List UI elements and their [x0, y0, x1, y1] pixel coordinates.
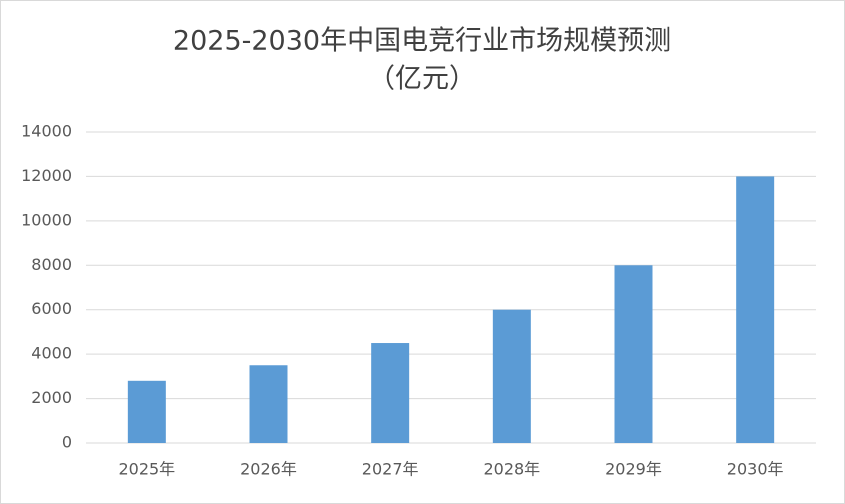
y-tick-label: 6000 — [31, 299, 72, 318]
y-tick-label: 0 — [62, 433, 72, 452]
y-tick-label: 12000 — [21, 166, 72, 185]
bar — [614, 265, 653, 443]
x-tick-label: 2026年 — [240, 460, 297, 479]
x-tick-label: 2028年 — [483, 460, 540, 479]
bar — [127, 380, 166, 443]
x-tick-label: 2030年 — [727, 460, 784, 479]
bar — [736, 176, 775, 443]
x-tick-label: 2025年 — [118, 460, 175, 479]
bar — [249, 365, 288, 443]
y-tick-label: 4000 — [31, 344, 72, 363]
x-tick-label: 2027年 — [362, 460, 419, 479]
x-tick-label: 2029年 — [605, 460, 662, 479]
chart-subtitle: （亿元） — [368, 64, 476, 95]
chart-title: 2025-2030年中国电竞行业市场规模预测 — [173, 26, 671, 57]
bar — [492, 309, 531, 443]
y-tick-label: 14000 — [21, 122, 72, 141]
y-tick-label: 8000 — [31, 255, 72, 274]
y-tick-label: 10000 — [21, 210, 72, 229]
y-tick-label: 2000 — [31, 388, 72, 407]
bar — [371, 343, 410, 443]
